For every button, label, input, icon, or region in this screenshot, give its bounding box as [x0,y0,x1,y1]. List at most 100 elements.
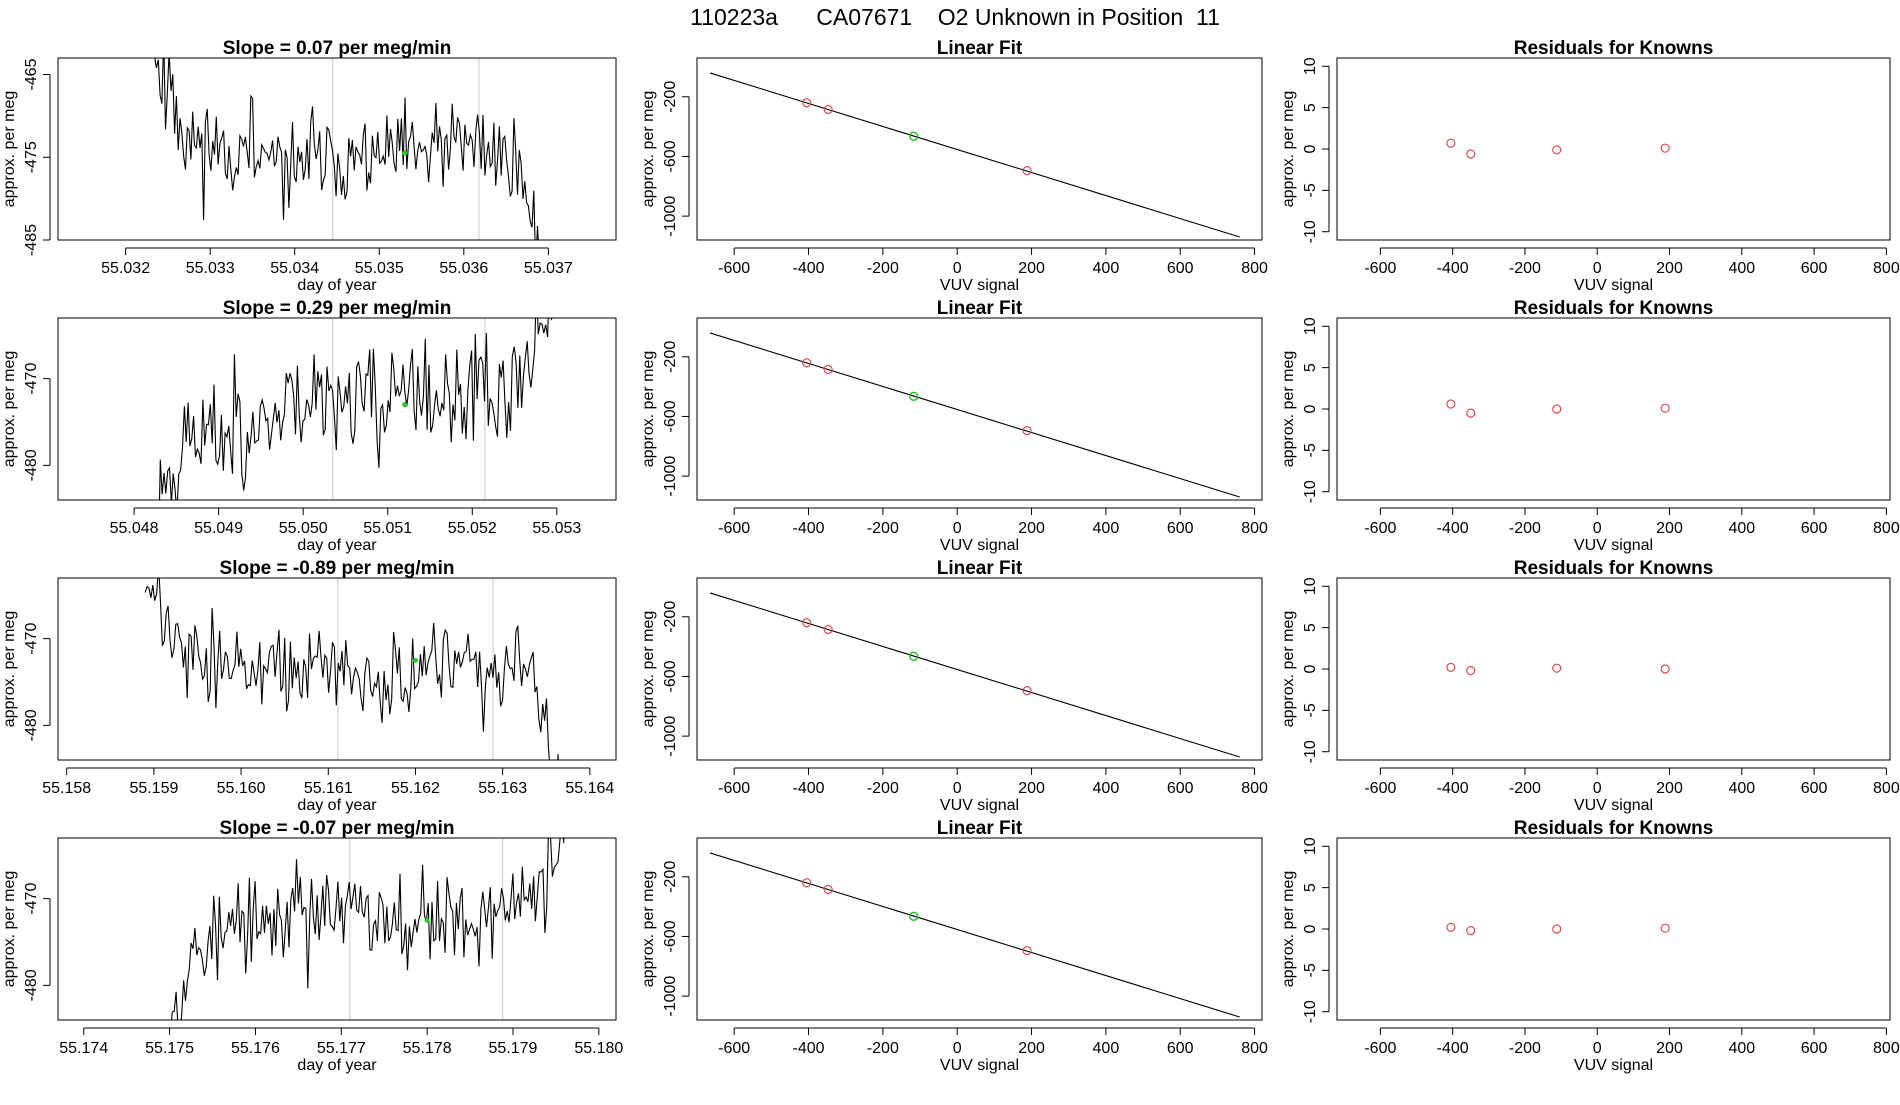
x-axis-label: VUV signal [940,797,1019,814]
x-tick-label: 200 [1656,1040,1683,1057]
x-tick-label: 800 [1241,260,1268,277]
x-tick-label: -600 [1364,260,1396,277]
plot-area [171,838,565,1020]
panel-title: Slope = -0.89 per meg/min [220,558,455,579]
y-axis-label: approx. per meg [1280,91,1297,208]
y-tick-label: 10 [1302,837,1319,855]
x-tick-label: 600 [1801,260,1828,277]
x-tick-label: 0 [1593,260,1602,277]
y-tick-label: -600 [662,660,679,692]
y-tick-label: 0 [1302,924,1319,933]
x-tick-label: 55.032 [101,260,150,277]
residual-point [1660,403,1670,413]
x-tick-label: 600 [1801,520,1828,537]
x-axis-label: VUV signal [1574,537,1653,554]
residual-point [1660,923,1670,933]
y-tick-label: 5 [1302,623,1319,632]
x-axis-label: day of year [297,1057,377,1074]
y-tick-label: -200 [662,81,679,113]
plot-area [154,58,539,240]
x-tick-label: 400 [1093,520,1120,537]
plot-frame [57,577,617,761]
series-line [171,838,565,1020]
x-tick-label: 55.050 [279,520,328,537]
x-tick-label: 0 [953,780,962,797]
residual-point [1552,404,1562,414]
x-tick-label: 55.035 [355,260,404,277]
residual-point [1446,922,1456,932]
residual-point [1466,666,1476,676]
y-axis-label: approx. per meg [1280,351,1297,468]
y-axis-label: approx. per meg [640,91,657,208]
y-tick-label: -600 [662,140,679,172]
x-tick-label: -600 [718,780,750,797]
unknown-point [909,391,919,402]
x-axis-label: VUV signal [1574,277,1653,294]
x-tick-label: 55.034 [270,260,319,277]
plot-frame [57,317,617,501]
residuals-panel-1: Residuals for Knowns -600 -400 -200 0 200 400 6… [1280,38,1900,294]
fit-panel-4: Linear Fit -600 -400 -200 0 200 400 600 800 VUV s… [640,818,1268,1074]
y-axis-label: approx. per meg [640,871,657,988]
y-tick-label: -485 [23,224,40,256]
known-point [802,878,812,888]
residual-point [1466,149,1476,159]
drift-panel-4: Slope = -0.07 per meg/min 55.174 55.175 55.… [1,818,623,1074]
plot-area [1446,662,1670,676]
x-tick-label: 600 [1167,260,1194,277]
plot-frame [1336,317,1891,501]
unknown-marker [424,917,430,923]
x-tick-label: 600 [1801,1040,1828,1057]
plot-frame [696,577,1263,761]
drift-panel-2: Slope = 0.29 per meg/min 55.048 55.049 55.0… [1,298,617,554]
y-tick-label: -465 [23,58,40,90]
x-tick-label: 400 [1093,260,1120,277]
known-point [802,618,812,628]
y-axis-label: approx. per meg [1280,871,1297,988]
x-tick-label: -600 [1364,520,1396,537]
plot-area [1446,138,1670,159]
y-tick-label: 0 [1302,144,1319,153]
x-tick-label: 400 [1093,1040,1120,1057]
fit-panel-1: Linear Fit -600 -400 -200 0 200 400 600 800 VUV s… [640,38,1268,294]
x-tick-label: 200 [1018,520,1045,537]
y-tick-label: -470 [23,363,40,395]
x-tick-label: 55.164 [565,780,614,797]
x-tick-label: -400 [792,260,824,277]
figure-title: 110223a CA07671 O2 Unknown in Position 1… [690,4,1220,30]
x-axis-label: VUV signal [940,537,1019,554]
x-tick-label: 200 [1018,780,1045,797]
y-tick-label: -475 [23,141,40,173]
drift-panel-1: Slope = 0.07 per meg/min 55.032 55.033 55.0… [1,38,617,294]
y-tick-label: -5 [1302,443,1319,457]
y-tick-label: -1000 [662,716,679,757]
panel-title: Residuals for Knowns [1514,298,1714,319]
x-tick-label: -400 [1437,520,1469,537]
x-tick-label: 0 [1593,1040,1602,1057]
x-tick-label: 55.175 [145,1040,194,1057]
unknown-marker [412,657,418,663]
fit-line [709,332,1240,498]
x-tick-label: 200 [1656,780,1683,797]
y-tick-label: 5 [1302,103,1319,112]
y-tick-label: -480 [23,709,40,741]
x-tick-label: 800 [1241,780,1268,797]
x-tick-label: 200 [1656,260,1683,277]
residuals-panel-4: Residuals for Knowns -600 -400 -200 0 200 400 6… [1280,818,1900,1074]
y-tick-label: -600 [662,920,679,952]
fit-line [709,852,1240,1018]
x-tick-label: 400 [1728,780,1755,797]
x-tick-label: 55.036 [439,260,488,277]
unknown-point [909,651,919,662]
x-tick-label: 0 [1593,520,1602,537]
x-tick-label: -400 [792,520,824,537]
x-tick-label: 55.162 [391,780,440,797]
residual-point [1660,664,1670,674]
plot-frame [57,837,617,1021]
residual-point [1446,399,1456,409]
y-tick-label: -1000 [662,456,679,497]
y-axis-label: approx. per meg [1,611,18,728]
y-tick-label: -470 [23,883,40,915]
x-tick-label: 55.033 [186,260,235,277]
